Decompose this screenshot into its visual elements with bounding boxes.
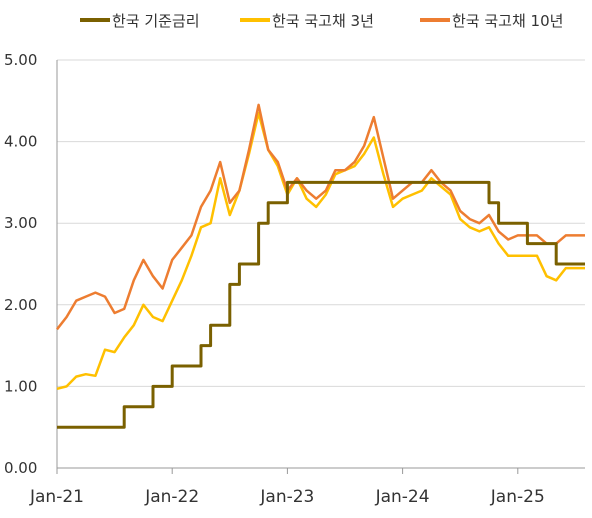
x-tick-label: Jan-21 — [29, 487, 84, 507]
x-axis-ticks: Jan-21 Jan-22 Jan-23 Jan-24 Jan-25 — [29, 468, 545, 507]
y-tick-label: 0.00 — [4, 459, 37, 477]
y-tick-label: 2.00 — [4, 296, 37, 314]
x-tick-label: Jan-23 — [259, 487, 314, 507]
x-tick-label: Jan-24 — [375, 487, 430, 507]
series-lines — [56, 103, 585, 429]
series-line-1 — [56, 111, 585, 391]
gridlines — [56, 59, 585, 469]
legend-label-2: 한국 국고채 10년 — [452, 12, 563, 30]
y-tick-label: 5.00 — [4, 51, 37, 69]
y-tick-label: 4.00 — [4, 133, 37, 151]
legend-label-0: 한국 기준금리 — [112, 12, 200, 30]
series-line-2 — [56, 103, 585, 331]
legend: 한국 기준금리 한국 국고채 3년 한국 국고채 10년 — [80, 12, 563, 30]
x-tick-label: Jan-22 — [144, 487, 199, 507]
y-tick-label: 3.00 — [4, 214, 37, 232]
legend-label-1: 한국 국고채 3년 — [272, 12, 374, 30]
series-line-0 — [57, 180, 585, 429]
y-axis-ticks: 0.00 1.00 2.00 3.00 4.00 5.00 — [4, 51, 37, 477]
x-tick-label: Jan-25 — [490, 487, 545, 507]
y-tick-label: 1.00 — [4, 377, 37, 395]
